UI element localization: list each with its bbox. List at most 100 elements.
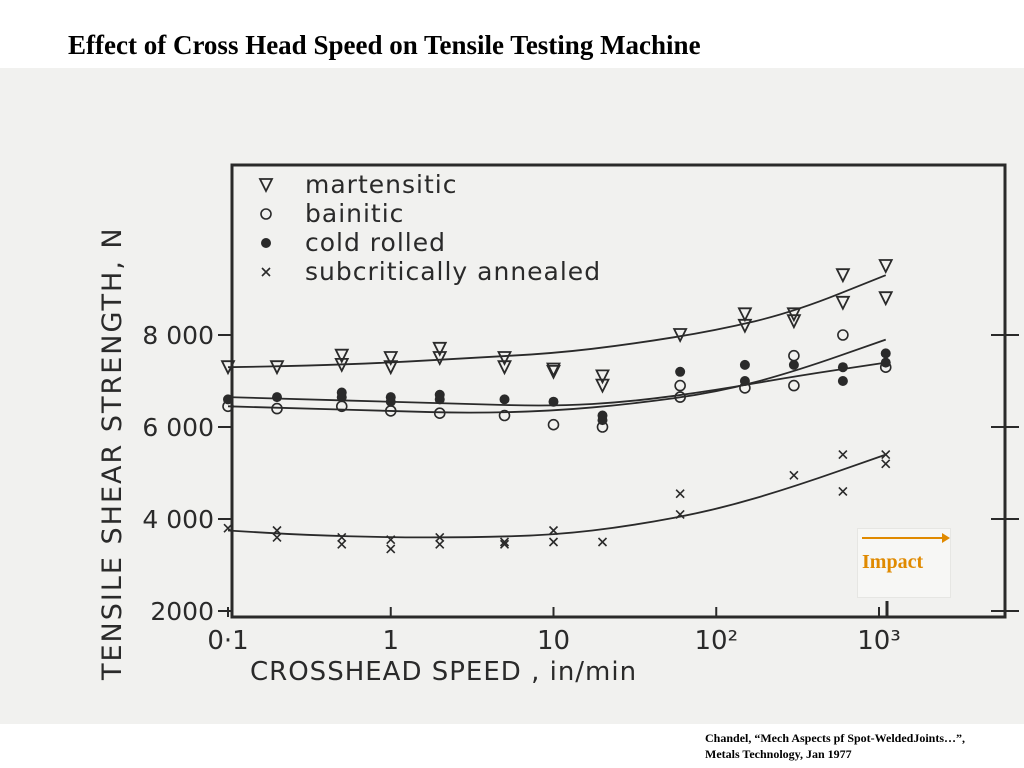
- data-point-subcritically-annealed: [789, 470, 799, 480]
- data-point-martensitic: [546, 364, 561, 380]
- data-point-martensitic: [835, 295, 851, 311]
- plot-frame: [230, 163, 1007, 619]
- data-point-martensitic: [737, 307, 753, 323]
- data-point-martensitic: [269, 360, 285, 376]
- impact-label: Impact: [862, 551, 924, 573]
- data-point-martensitic: [786, 314, 802, 330]
- data-point-martensitic: [497, 360, 512, 376]
- data-point-subcritically-annealed: [838, 450, 848, 460]
- legend-marker-martensitic: [258, 178, 274, 194]
- data-point-martensitic: [383, 351, 399, 367]
- data-point-cold-rolled: [271, 392, 282, 403]
- data-point-bainitic: [547, 418, 560, 431]
- shear-strength-chart: 0·1 1 10 10² 10³ 2000 4 000 6 000 8 000 martensi…: [97, 163, 1019, 687]
- data-point-subcritically-annealed: [386, 544, 396, 554]
- data-point-subcritically-annealed: [499, 537, 510, 547]
- data-point-cold-rolled: [739, 359, 750, 370]
- citation: Chandel, “Mech Aspects pf Spot-WeldedJoi…: [705, 730, 965, 762]
- data-point-martensitic: [220, 360, 236, 376]
- x-tick-label: 10³: [857, 626, 901, 656]
- data-point-martensitic: [432, 351, 448, 367]
- data-point-cold-rolled: [880, 357, 891, 368]
- scanned-figure-background: [0, 68, 1024, 724]
- data-point-bainitic: [788, 379, 800, 392]
- data-point-subcritically-annealed: [548, 525, 559, 536]
- data-point-bainitic: [271, 402, 283, 415]
- data-point-bainitic: [674, 379, 686, 392]
- data-point-subcritically-annealed: [881, 450, 891, 460]
- data-point-martensitic: [595, 369, 610, 385]
- data-point-cold-rolled: [548, 396, 559, 407]
- data-point-subcritically-annealed: [435, 539, 445, 549]
- legend-marker-subcritically-annealed: [261, 267, 271, 277]
- data-point-martensitic: [595, 378, 610, 394]
- data-point-bainitic: [837, 329, 849, 341]
- data-point-subcritically-annealed: [272, 532, 282, 542]
- data-point-bainitic: [674, 391, 686, 403]
- data-point-cold-rolled: [223, 394, 233, 405]
- data-point-martensitic: [334, 357, 350, 373]
- legend-label: martensitic: [305, 170, 457, 199]
- data-point-martensitic: [786, 307, 802, 323]
- data-point-martensitic: [878, 291, 894, 307]
- data-point-subcritically-annealed: [272, 525, 282, 536]
- data-point-martensitic: [835, 268, 851, 284]
- data-point-cold-rolled: [597, 415, 608, 426]
- legend-marker-bainitic: [260, 208, 272, 220]
- data-point-martensitic: [878, 259, 894, 275]
- slide-title: Effect of Cross Head Speed on Tensile Te…: [68, 30, 701, 60]
- data-point-martensitic: [546, 362, 561, 378]
- data-point-cold-rolled: [385, 396, 396, 407]
- data-point-subcritically-annealed: [435, 532, 445, 542]
- fit-curve-bainitic: [227, 338, 887, 414]
- data-point-cold-rolled: [434, 389, 445, 400]
- data-point-bainitic: [498, 409, 511, 422]
- data-point-cold-rolled: [336, 387, 347, 398]
- data-point-cold-rolled: [880, 348, 891, 359]
- impact-callout-box: [857, 528, 951, 598]
- data-point-cold-rolled: [837, 362, 848, 373]
- impact-arrow-icon: [862, 533, 950, 543]
- data-point-martensitic: [432, 341, 448, 357]
- data-point-subcritically-annealed: [386, 535, 396, 545]
- legend-label: bainitic: [305, 199, 404, 228]
- fit-curve-martensitic: [227, 274, 887, 369]
- data-point-bainitic: [433, 407, 446, 420]
- y-axis-label: TENSILE SHEAR STRENGTH, N: [97, 226, 128, 681]
- x-tick-label: 10: [537, 626, 570, 656]
- legend-label: subcritically annealed: [305, 257, 601, 286]
- data-point-martensitic: [334, 348, 350, 364]
- data-point-bainitic: [788, 349, 800, 362]
- data-point-cold-rolled: [675, 366, 686, 377]
- data-point-subcritically-annealed: [838, 486, 848, 496]
- legend-marker-cold-rolled: [261, 238, 271, 248]
- data-point-cold-rolled: [837, 376, 848, 386]
- y-tick-label: 6 000: [142, 413, 214, 442]
- data-point-subcritically-annealed: [881, 459, 891, 469]
- x-axis-label: CROSSHEAD SPEED , in/min: [250, 657, 637, 687]
- x-tick-label: 10²: [694, 626, 738, 656]
- y-tick-label: 2000: [150, 597, 214, 626]
- data-point-cold-rolled: [739, 376, 750, 386]
- data-point-subcritically-annealed: [597, 537, 608, 547]
- citation-line-1: Chandel, “Mech Aspects pf Spot-WeldedJoi…: [705, 731, 966, 745]
- data-point-martensitic: [383, 360, 399, 376]
- data-point-martensitic: [497, 351, 512, 367]
- data-point-subcritically-annealed: [548, 537, 559, 547]
- x-tick-label: 0·1: [207, 626, 248, 656]
- data-point-subcritically-annealed: [337, 539, 347, 549]
- citation-line-2: Metals Technology, Jan 1977: [705, 747, 852, 761]
- data-point-cold-rolled: [499, 394, 510, 405]
- data-point-subcritically-annealed: [499, 539, 510, 549]
- legend-label: cold rolled: [305, 228, 446, 257]
- x-tick-label: 1: [382, 626, 399, 656]
- data-point-martensitic: [672, 328, 688, 344]
- data-point-subcritically-annealed: [675, 509, 685, 519]
- data-point-subcritically-annealed: [223, 523, 233, 533]
- data-point-cold-rolled: [788, 359, 799, 370]
- fit-curve-subcritically-annealed: [227, 453, 887, 539]
- y-tick-label: 4 000: [142, 505, 214, 534]
- data-point-subcritically-annealed: [675, 489, 685, 499]
- y-tick-label: 8 000: [142, 321, 214, 350]
- data-point-subcritically-annealed: [337, 532, 347, 542]
